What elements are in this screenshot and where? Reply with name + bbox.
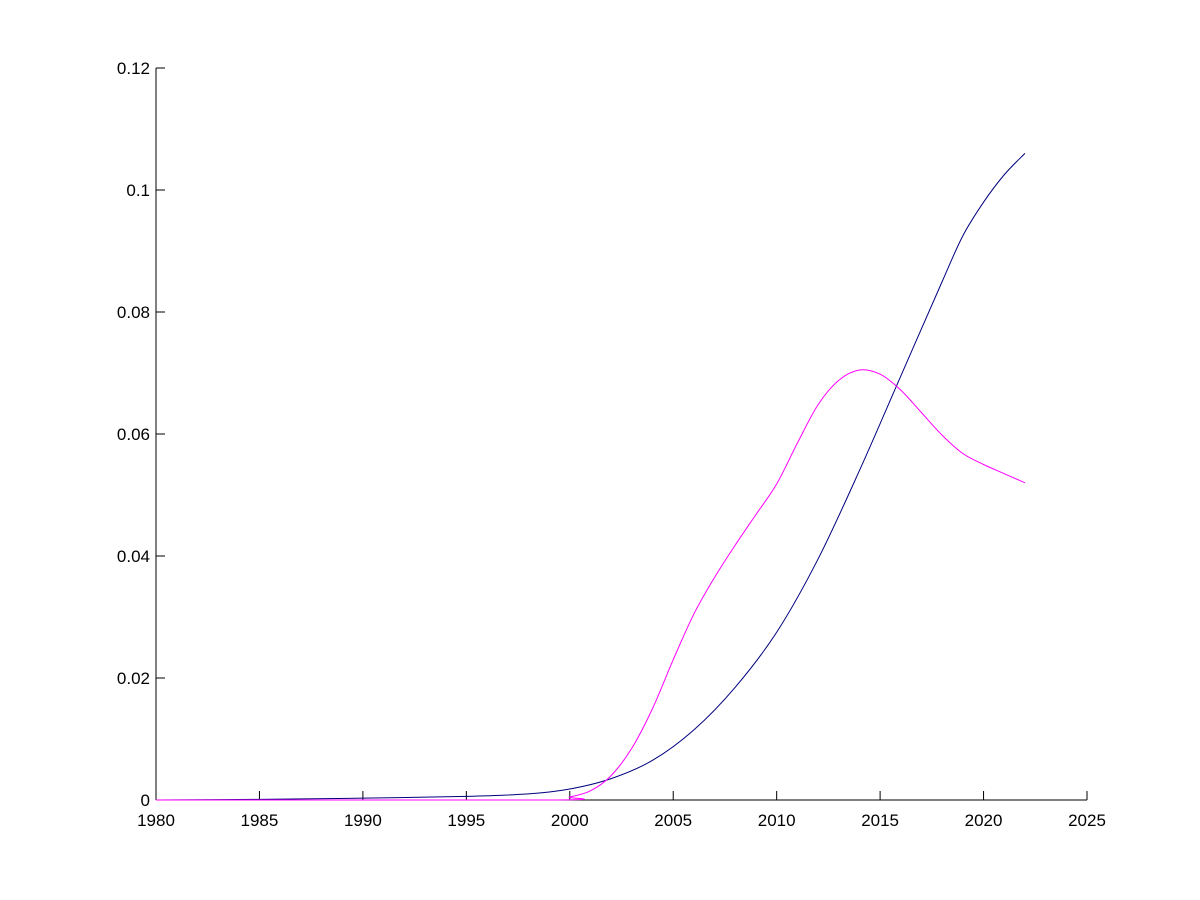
axes: 1980 1985 1990 1995 2000 2005 2010 2015 2020 2025… [117, 59, 1106, 830]
y-tick-label: 0.06 [117, 425, 150, 444]
x-tick-label: 2015 [861, 811, 899, 830]
series-line-2 [156, 369, 1026, 801]
x-tick-label: 2010 [758, 811, 796, 830]
x-tick-label: 1995 [447, 811, 485, 830]
x-tick-label: 2020 [965, 811, 1003, 830]
y-tick-label: 0.12 [117, 59, 150, 78]
y-tick-label: 0.08 [117, 303, 150, 322]
y-tick-label: 0.02 [117, 669, 150, 688]
x-tick-label: 1980 [137, 811, 175, 830]
x-tick-label: 2025 [1068, 811, 1106, 830]
y-tick-label: 0.1 [126, 181, 150, 200]
series-line-1 [155, 153, 1026, 801]
y-tick-label: 0 [141, 791, 150, 810]
x-tick-label: 2000 [551, 811, 589, 830]
x-tick-label: 1985 [241, 811, 279, 830]
x-tick-label: 2005 [654, 811, 692, 830]
y-tick-label: 0.04 [117, 547, 150, 566]
x-tick-label: 1990 [344, 811, 382, 830]
series-layer [155, 153, 1026, 801]
